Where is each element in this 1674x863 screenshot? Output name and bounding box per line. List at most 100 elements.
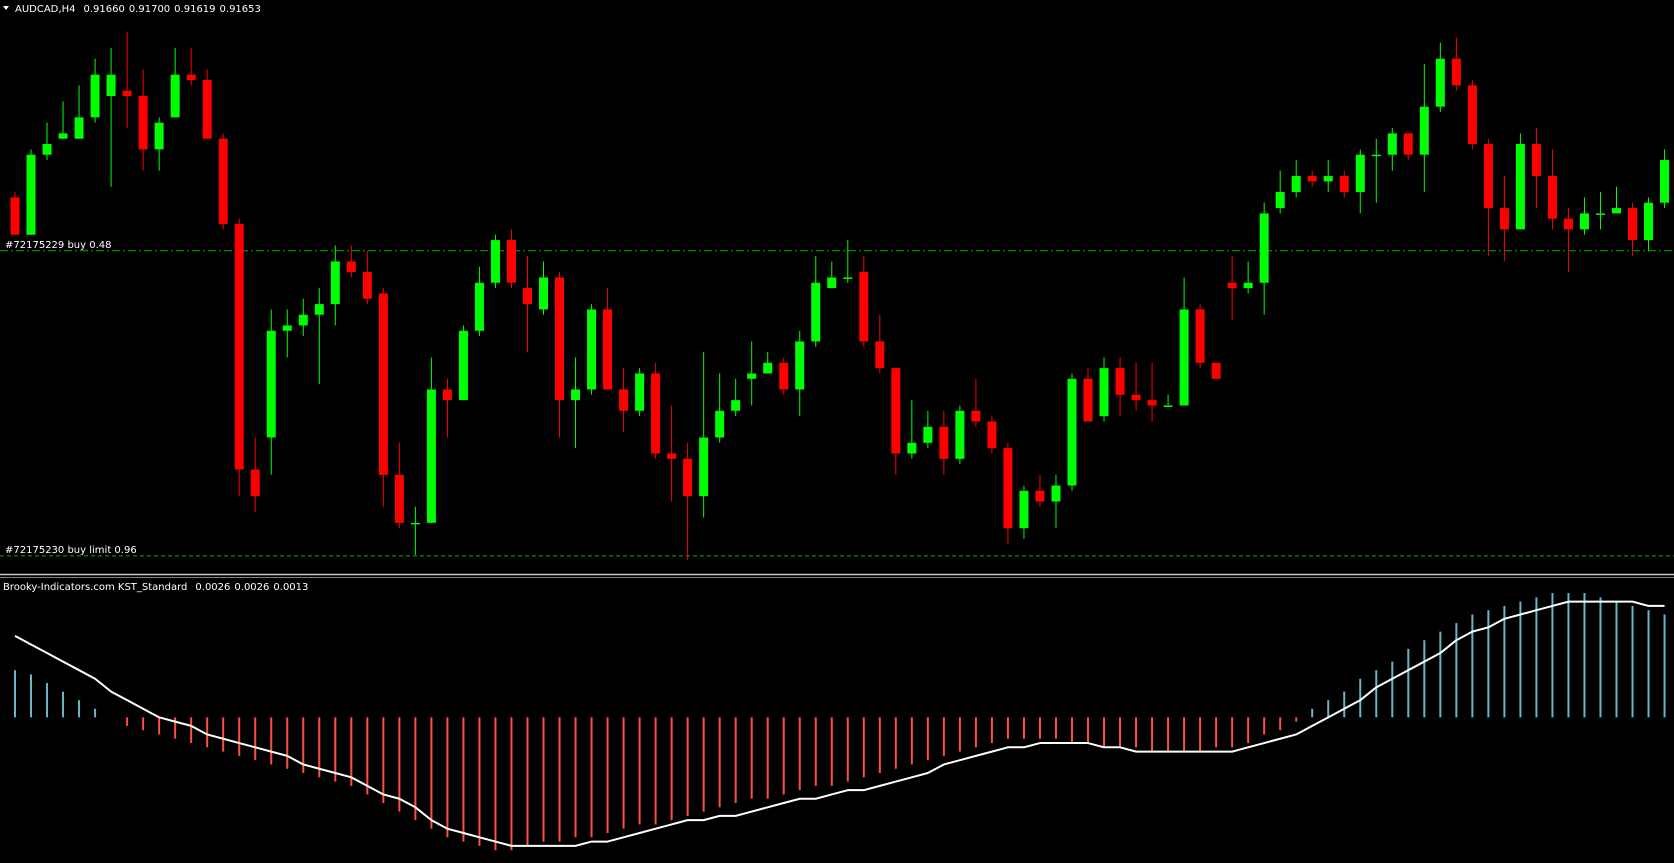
candle-body (314, 304, 324, 315)
histogram-bar (494, 717, 497, 851)
candle-body (1612, 208, 1621, 214)
histogram-bar (1391, 661, 1394, 718)
candle-body (1307, 176, 1317, 182)
order-label: #72175230 buy limit 0.96 (5, 545, 137, 556)
candle-body (1531, 144, 1541, 177)
histogram-bar (430, 717, 433, 829)
histogram-bar (1263, 717, 1266, 735)
candle-body (282, 325, 292, 331)
candle-body (843, 277, 853, 279)
histogram-bar (366, 717, 369, 795)
candle-body (58, 133, 68, 139)
histogram-bar (334, 717, 337, 782)
histogram-bar (302, 717, 305, 774)
histogram-bar (462, 717, 465, 842)
candle-body (683, 458, 693, 497)
candle-body (1355, 154, 1365, 193)
histogram-bar (1231, 717, 1234, 748)
histogram-bar (398, 717, 401, 812)
candle-body (1483, 144, 1493, 209)
header-value: 0.91660 (83, 4, 124, 15)
histogram-bar (254, 717, 257, 761)
candle-body (298, 314, 308, 326)
candle-body (10, 197, 20, 235)
candle-body (538, 277, 548, 310)
signal-line (14, 600, 1665, 847)
histogram-bar (174, 717, 177, 739)
candle-body (138, 96, 148, 150)
header-value: 0.91700 (129, 4, 170, 15)
header-value: 0.91653 (220, 4, 261, 15)
candle-body (923, 426, 933, 443)
histogram-bar (1551, 593, 1554, 718)
histogram-bar (78, 700, 81, 718)
histogram-bar (1199, 717, 1202, 752)
candle-body (651, 373, 661, 454)
histogram-bar (1471, 614, 1474, 718)
candle-body (1579, 213, 1589, 230)
candle-body (1595, 213, 1605, 215)
histogram-bar (1343, 691, 1346, 718)
histogram-bar (1519, 601, 1522, 718)
histogram-bar (1167, 717, 1170, 752)
histogram-bar (910, 717, 913, 765)
histogram-bar (1407, 648, 1410, 718)
histogram-bar (382, 717, 385, 804)
candle-body (827, 277, 837, 289)
candle-body (1163, 405, 1173, 407)
candle-body (1660, 160, 1670, 203)
candle-body (186, 74, 196, 81)
candle-body (74, 117, 84, 139)
candle-body (106, 74, 116, 97)
histogram-bar (1487, 610, 1490, 718)
histogram-bar (686, 717, 689, 816)
candle-body (891, 368, 901, 454)
histogram-bar (142, 717, 145, 731)
histogram-bar (158, 717, 161, 735)
candle-body (362, 272, 372, 299)
candle-body (875, 341, 885, 369)
histogram-bar (1615, 601, 1618, 718)
histogram-bar (958, 717, 961, 752)
histogram-bar (1647, 610, 1650, 718)
candle-body (1563, 218, 1573, 230)
header-value: 0.0026 (234, 582, 269, 593)
histogram-bar (990, 717, 993, 744)
histogram-bar (1583, 593, 1586, 718)
candle-body (154, 122, 164, 150)
histogram-bar (222, 717, 225, 752)
histogram-bar (1503, 605, 1506, 718)
histogram-bar (414, 717, 417, 821)
histogram-bar (1103, 717, 1106, 748)
candle-body (619, 389, 629, 411)
candle-body (522, 288, 532, 305)
candle-body (1435, 58, 1445, 107)
histogram-bar (1599, 597, 1602, 718)
histogram-bar (574, 717, 577, 838)
candle-body (26, 154, 36, 235)
candle-body (795, 341, 805, 390)
histogram-bar (526, 717, 529, 846)
order-label: #72175229 buy 0.48 (5, 240, 112, 251)
candle-body (1403, 133, 1413, 155)
histogram-bar (750, 717, 753, 799)
histogram-bar (862, 717, 865, 778)
histogram-bar (1006, 717, 1009, 739)
candle-body (1499, 208, 1509, 230)
histogram-bar (446, 717, 449, 838)
candle-body (779, 362, 789, 390)
candle-body (330, 261, 340, 305)
histogram-bar (1311, 708, 1314, 718)
histogram-bar (830, 717, 833, 786)
candle-body (1035, 490, 1045, 502)
histogram-bar (1375, 670, 1378, 718)
candle-body (1019, 490, 1029, 529)
histogram-bar (590, 717, 593, 838)
candle-body (971, 410, 981, 422)
histogram-bar (926, 717, 929, 761)
candle-body (474, 282, 484, 331)
candle-body (90, 74, 100, 118)
menu-arrow[interactable] (3, 6, 9, 10)
candle-body (1051, 485, 1061, 502)
